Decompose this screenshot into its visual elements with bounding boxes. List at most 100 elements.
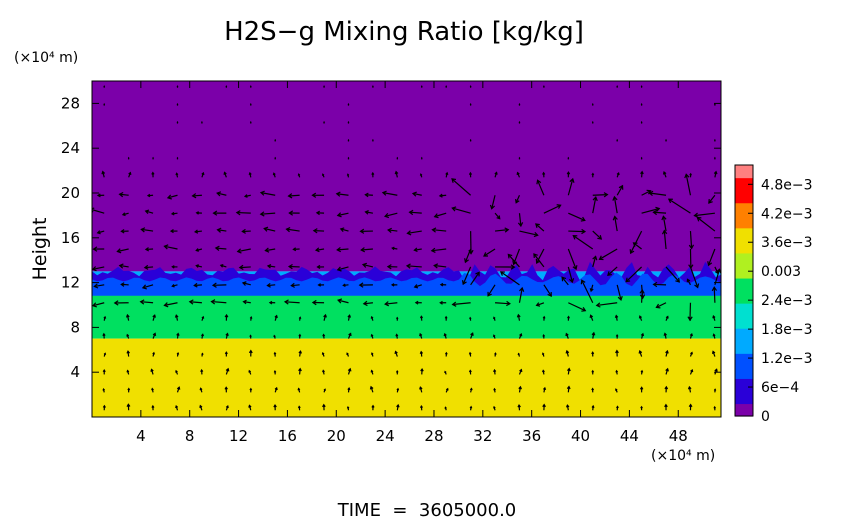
wind-vector: [139, 299, 154, 305]
wind-vector: [561, 276, 569, 286]
wind-vector: [419, 173, 423, 178]
colorbar-tick-label: 0: [761, 409, 770, 425]
wind-vector: [144, 209, 154, 215]
wind-vector: [225, 85, 228, 88]
wind-vector: [323, 120, 325, 124]
wind-vector: [518, 385, 522, 393]
colorbar-segment: [735, 403, 753, 409]
wind-vector: [314, 247, 325, 253]
wind-vector: [420, 85, 423, 88]
wind-vector: [274, 314, 278, 321]
wind-vector: [469, 387, 473, 393]
wind-vector: [565, 404, 570, 411]
wind-vector: [216, 191, 227, 197]
wind-vector: [241, 281, 251, 286]
wind-vector: [492, 334, 496, 339]
wind-vector: [274, 138, 277, 142]
wind-vector: [542, 403, 546, 411]
wind-vector: [347, 120, 350, 124]
wind-vector: [103, 85, 106, 88]
wind-vector: [542, 333, 546, 339]
colorbar-segment: [735, 181, 753, 187]
wind-vector: [273, 351, 277, 357]
wind-vector: [439, 282, 447, 287]
wind-vector: [188, 299, 202, 305]
colorbar-segment: [735, 198, 753, 204]
colorbar-tick-label: 3.6e−3: [761, 235, 813, 251]
wind-vector: [386, 264, 398, 270]
wind-vector: [121, 212, 129, 217]
x-tick-label: 20: [327, 427, 346, 445]
wind-vector: [358, 282, 373, 288]
wind-vector: [92, 266, 105, 272]
colorbar-tick-label: 1.2e−3: [761, 351, 813, 367]
wind-vector: [127, 156, 130, 160]
wind-vector: [689, 266, 700, 289]
colorbar-segment: [735, 386, 753, 392]
colorbar-tick-label: 1.8e−3: [761, 322, 813, 338]
wind-vector: [661, 215, 667, 232]
wind-vector: [566, 171, 571, 178]
wind-vector: [176, 332, 180, 339]
wind-vector: [444, 315, 448, 321]
wind-vector: [272, 172, 276, 178]
wind-vector: [199, 404, 203, 411]
wind-vector: [372, 138, 374, 142]
wind-vector: [116, 248, 129, 254]
wind-vector: [151, 387, 154, 393]
x-tick-label: 8: [185, 427, 195, 445]
wind-vector: [339, 227, 349, 233]
y-tick-label: 24: [61, 139, 80, 157]
wind-vector: [541, 369, 545, 375]
wind-vector: [249, 85, 252, 88]
wind-vector: [712, 333, 716, 339]
wind-vector: [297, 173, 301, 178]
wind-vector: [516, 171, 521, 178]
wind-vector: [598, 248, 618, 261]
y-axis: 4 8 12 16 20 24 28: [61, 94, 721, 381]
wind-vector: [370, 352, 374, 357]
wind-vector: [665, 367, 669, 375]
wind-vector: [714, 103, 716, 106]
wind-vector: [591, 351, 595, 357]
colorbar-segment: [735, 257, 753, 262]
wind-vector: [369, 385, 374, 393]
wind-vector: [572, 235, 594, 250]
region-lower: [92, 338, 721, 417]
wind-vector: [420, 367, 424, 375]
wind-vector: [543, 284, 552, 297]
y-axis-label: Height: [29, 218, 51, 281]
wind-vector: [92, 246, 105, 252]
wind-vector: [371, 404, 375, 411]
colorbar-segment: [735, 261, 753, 266]
wind-vector: [126, 369, 130, 375]
wind-vector: [298, 316, 302, 321]
colorbar-segment: [735, 169, 753, 174]
wind-vector: [688, 403, 693, 411]
wind-vector: [444, 370, 447, 375]
wind-vector: [419, 315, 424, 321]
wind-vector: [687, 385, 692, 393]
colorbar-segment: [735, 252, 753, 258]
wind-vector: [495, 264, 516, 270]
wind-vector: [431, 227, 447, 233]
wind-vector: [535, 223, 545, 232]
wind-vector: [371, 171, 375, 178]
y-tick-label: 16: [61, 229, 80, 247]
wind-vector: [713, 388, 717, 393]
wind-vector: [219, 264, 227, 268]
wind-vector: [615, 388, 618, 393]
wind-vector: [322, 403, 326, 411]
wind-vector: [469, 85, 472, 88]
colorbar-segment: [735, 244, 753, 250]
wind-vector: [263, 226, 276, 232]
wind-vector: [591, 404, 595, 411]
wind-vector: [568, 302, 587, 312]
wind-vector: [589, 314, 594, 321]
wind-vector: [616, 171, 620, 178]
wind-vector: [259, 190, 276, 196]
wind-vector: [347, 314, 352, 321]
colorbar-segment: [735, 319, 753, 325]
wind-vector: [274, 386, 278, 393]
wind-vector: [541, 352, 545, 357]
